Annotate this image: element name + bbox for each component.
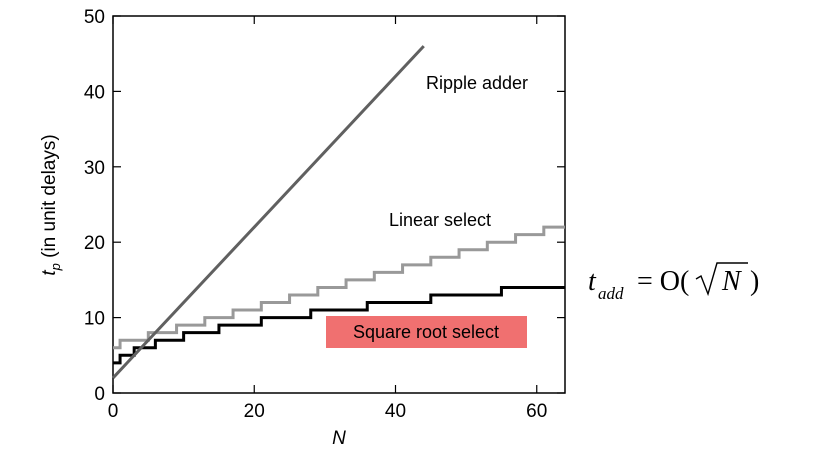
- series-label-square-root-select: Square root select: [353, 322, 499, 342]
- x-tick-label: 0: [108, 401, 119, 422]
- y-axis-title: tp (in unit delays): [39, 134, 63, 275]
- x-tick-label: 40: [385, 401, 406, 422]
- series-line-square-root-select: [113, 285, 565, 365]
- formula-equals-O: = O(: [630, 266, 689, 297]
- formula-close-paren: ): [750, 266, 759, 297]
- series-line-linear-select: [113, 225, 565, 350]
- y-tick-label: 0: [94, 384, 105, 405]
- y-tick-label: 50: [84, 7, 105, 28]
- series-labels: Ripple adder Linear select Square root sel…: [326, 73, 528, 348]
- formula-subscript: add: [598, 284, 624, 303]
- y-tick-label: 40: [84, 82, 105, 103]
- y-tick-label: 10: [84, 309, 105, 330]
- y-tick-label: 20: [84, 233, 105, 254]
- series-group: [111, 45, 565, 379]
- label-highlight: [326, 316, 527, 348]
- complexity-formula: t add = O( N ): [588, 262, 759, 303]
- y-axis-title-sub: p: [48, 263, 63, 271]
- formula-radicand: N: [721, 266, 742, 297]
- x-tick-label: 60: [526, 401, 547, 422]
- series-line-ripple-adder: [111, 45, 425, 379]
- x-axis-title: N: [332, 428, 346, 449]
- plot-area: 0 20 40 60 0 10 20 30 40 50 Ripple adder Linear se…: [84, 7, 566, 422]
- sqrt-sign: [695, 262, 748, 297]
- y-tick-label: 30: [84, 158, 105, 179]
- plot-frame: [112, 15, 566, 394]
- axis-ticks: 0 20 40 60 0 10 20 30 40 50: [84, 7, 565, 422]
- series-label-ripple-adder: Ripple adder: [426, 73, 528, 93]
- formula-t: t: [588, 266, 597, 297]
- series-label-linear-select: Linear select: [389, 210, 491, 230]
- y-axis-title-rest: (in unit delays): [39, 134, 60, 263]
- x-tick-label: 20: [244, 401, 265, 422]
- y-axis-title-main: t: [39, 270, 60, 276]
